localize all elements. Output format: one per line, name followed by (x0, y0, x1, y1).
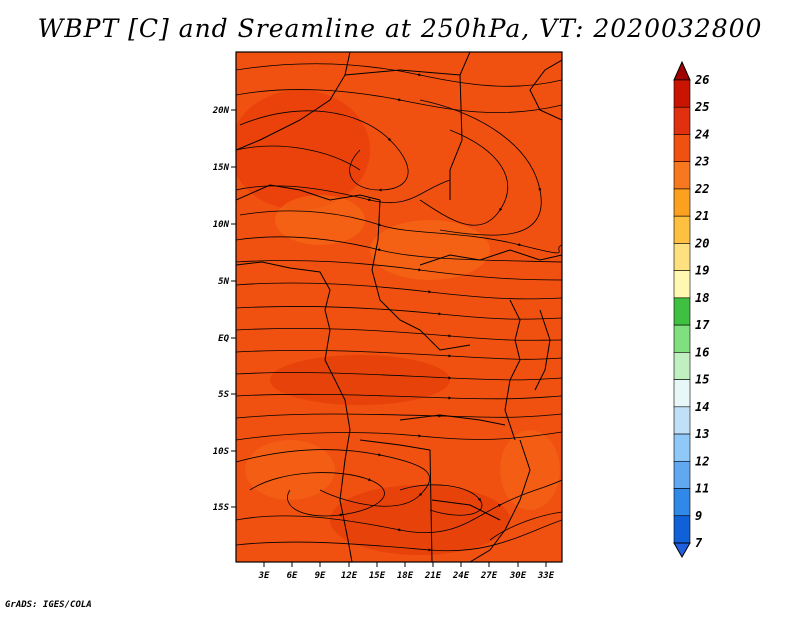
lon-label: 21E (424, 571, 442, 581)
colorbar: 26 25 24 23 22 21 20 19 18 17 16 15 14 13 12 11 9 7 (673, 60, 710, 559)
colorbar-label: 21 (694, 209, 709, 223)
lat-label: 10N (213, 220, 230, 230)
lat-label: 15S (213, 503, 230, 513)
lat-axis: 20N 15N 10N 5N EQ 5S 10S 15S (212, 106, 236, 513)
colorbar-swatch (673, 460, 691, 489)
lon-label: 9E (315, 571, 326, 581)
colorbar-label: 26 (694, 73, 709, 87)
lon-label: 18E (397, 571, 414, 581)
colorbar-label: 9 (695, 509, 702, 523)
colorbar-label: 11 (695, 482, 709, 496)
colorbar-swatch (673, 379, 691, 408)
colorbar-bottom-arrow (673, 542, 691, 559)
country-borders (236, 52, 562, 562)
colorbar-label: 18 (695, 291, 709, 305)
lon-label: 3E (258, 571, 270, 581)
colorbar-swatch (673, 515, 691, 544)
lon-axis: 3E 6E 9E 12E 15E 18E 21E 24E 27E 30E 33E (258, 562, 555, 581)
colorbar-swatch (673, 161, 691, 190)
colorbar-swatch (673, 134, 691, 163)
colorbar-label: 24 (694, 127, 709, 141)
lat-label: EQ (218, 334, 229, 344)
lon-label: 30E (509, 571, 527, 581)
colorbar-swatch (673, 243, 691, 271)
colorbar-swatch (673, 106, 691, 135)
map-title: WBPT [C] and Sreamline at 250hPa, VT: 20… (37, 14, 763, 43)
lat-label: 5S (218, 390, 229, 400)
colorbar-swatch (673, 433, 691, 462)
lat-label: 5N (218, 277, 229, 287)
colorbar-label: 16 (695, 345, 709, 359)
map-panel (236, 52, 562, 562)
lat-label: 15N (213, 163, 230, 173)
colorbar-label: 13 (695, 427, 709, 441)
lat-label: 20N (212, 106, 230, 116)
lon-label: 27E (480, 571, 498, 581)
colorbar-label: 23 (694, 155, 709, 169)
colorbar-label: 14 (695, 400, 709, 414)
colorbar-swatch (673, 270, 691, 299)
colorbar-swatch (673, 188, 691, 217)
colorbar-label: 15 (695, 373, 709, 387)
colorbar-swatch (673, 352, 691, 380)
colorbar-top-arrow (673, 60, 691, 81)
colorbar-label: 17 (695, 318, 710, 332)
colorbar-swatch (673, 297, 691, 326)
lon-label: 33E (537, 571, 555, 581)
colorbar-label: 22 (694, 182, 709, 196)
streamlines (236, 63, 562, 552)
colorbar-label: 20 (694, 236, 709, 250)
lon-label: 24E (452, 571, 470, 581)
colorbar-swatch (673, 324, 691, 353)
map-frame (235, 51, 563, 563)
colorbar-label: 7 (695, 536, 703, 550)
colorbar-swatch (673, 79, 691, 108)
lon-label: 12E (341, 571, 358, 581)
credit-label: GrADS: IGES/COLA (5, 600, 92, 610)
colorbar-swatch (673, 406, 691, 435)
colorbar-swatch (673, 215, 691, 244)
colorbar-label: 25 (694, 100, 709, 114)
colorbar-swatch (673, 488, 691, 517)
lon-label: 15E (369, 571, 386, 581)
lon-label: 6E (287, 571, 298, 581)
lat-label: 10S (213, 447, 230, 457)
colorbar-label: 19 (695, 264, 709, 278)
colorbar-label: 12 (695, 454, 709, 468)
